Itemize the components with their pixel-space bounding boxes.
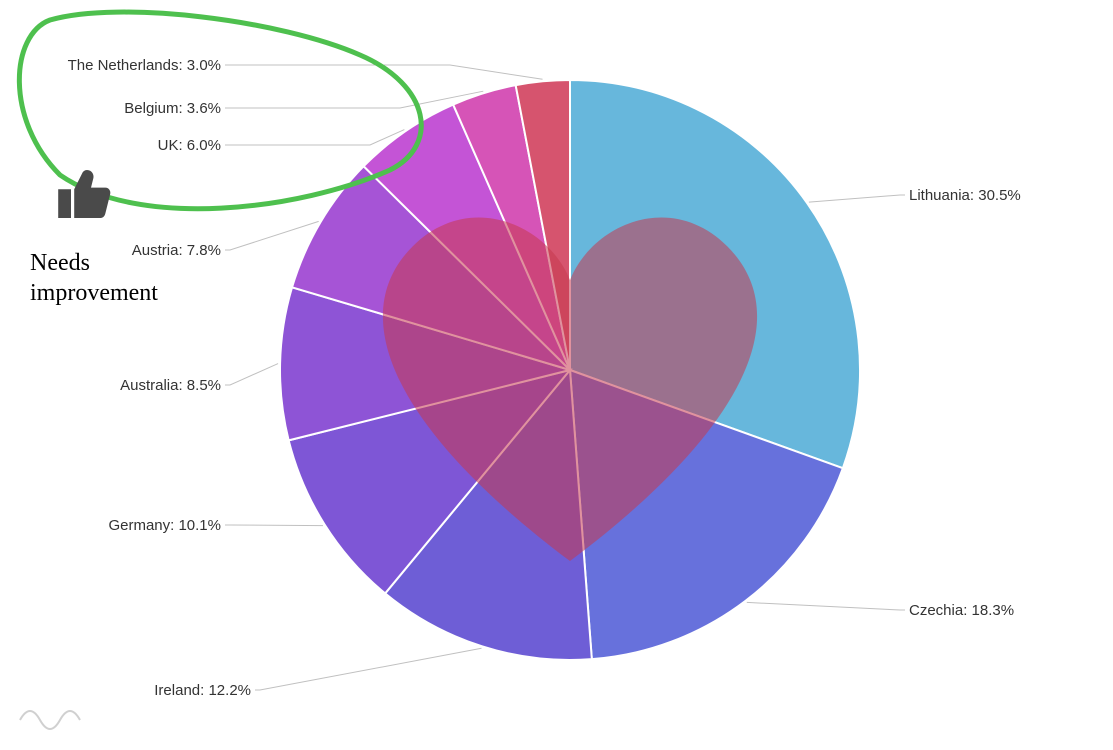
watermark (20, 711, 80, 729)
leader-line (747, 602, 905, 610)
slice-label: Ireland: 12.2% (154, 682, 251, 699)
slice-label: Australia: 8.5% (120, 377, 221, 394)
annotation-text: Needs (30, 250, 90, 276)
leader-line (255, 648, 482, 690)
slice-label: Germany: 10.1% (108, 517, 221, 534)
leader-line (225, 525, 323, 526)
leader-line (225, 221, 319, 250)
annotation-text: improvement (30, 280, 158, 306)
leader-line (809, 195, 905, 202)
slice-label: The Netherlands: 3.0% (68, 57, 221, 74)
chart-canvas: Lithuania: 30.5% Czechia: 18.3% Ireland: 1… (0, 0, 1113, 750)
leader-line (225, 364, 278, 385)
watermark-icon (20, 711, 80, 729)
slice-label: Czechia: 18.3% (909, 602, 1014, 619)
leader-line (225, 130, 404, 145)
slice-label: Austria: 7.8% (132, 242, 221, 259)
leader-line (225, 91, 483, 108)
slice-label: UK: 6.0% (158, 137, 221, 154)
slice-label: Belgium: 3.6% (124, 100, 221, 117)
slice-label: Lithuania: 30.5% (909, 187, 1021, 204)
